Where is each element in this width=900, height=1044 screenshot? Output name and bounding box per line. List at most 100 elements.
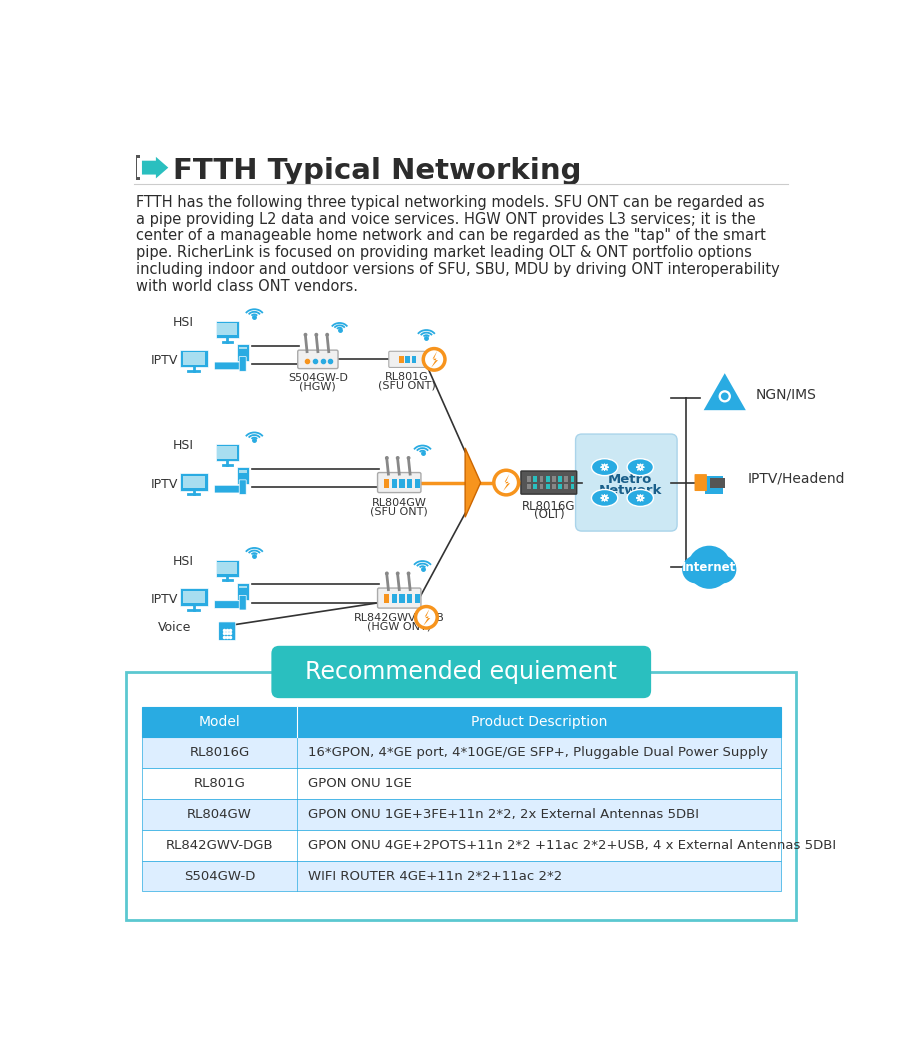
FancyBboxPatch shape	[142, 799, 780, 830]
Text: RL842GWV-DGB: RL842GWV-DGB	[166, 838, 274, 852]
FancyBboxPatch shape	[217, 324, 238, 335]
Circle shape	[407, 571, 410, 575]
Text: Recommended equiement: Recommended equiement	[305, 660, 617, 684]
Circle shape	[708, 555, 736, 584]
FancyBboxPatch shape	[216, 444, 239, 461]
FancyBboxPatch shape	[521, 471, 577, 494]
Text: IPTV: IPTV	[151, 477, 178, 491]
FancyBboxPatch shape	[126, 672, 796, 920]
Circle shape	[682, 555, 710, 584]
FancyBboxPatch shape	[411, 356, 417, 363]
Text: (OLT): (OLT)	[534, 508, 564, 521]
Ellipse shape	[591, 490, 617, 506]
Text: HSI: HSI	[173, 316, 194, 329]
FancyBboxPatch shape	[539, 484, 544, 490]
Text: RL804GW: RL804GW	[372, 498, 427, 508]
FancyBboxPatch shape	[576, 434, 677, 531]
FancyBboxPatch shape	[564, 476, 568, 481]
Text: (HGW): (HGW)	[300, 382, 337, 392]
FancyBboxPatch shape	[405, 356, 410, 363]
Text: pipe. RicherLink is focused on providing market leading OLT & ONT portfolio opti: pipe. RicherLink is focused on providing…	[136, 245, 751, 260]
FancyBboxPatch shape	[392, 479, 397, 488]
Text: Internet: Internet	[682, 561, 736, 574]
FancyBboxPatch shape	[237, 583, 249, 599]
FancyBboxPatch shape	[415, 479, 420, 488]
Text: RL801G: RL801G	[194, 777, 246, 790]
Text: Model: Model	[199, 715, 240, 729]
Text: GPON ONU 1GE: GPON ONU 1GE	[308, 777, 411, 790]
FancyBboxPatch shape	[552, 484, 556, 490]
FancyBboxPatch shape	[710, 477, 725, 488]
FancyBboxPatch shape	[383, 594, 389, 603]
Text: S504GW-D: S504GW-D	[184, 870, 255, 882]
FancyBboxPatch shape	[527, 484, 531, 490]
Circle shape	[688, 546, 731, 589]
FancyBboxPatch shape	[389, 351, 425, 367]
FancyBboxPatch shape	[539, 476, 544, 481]
FancyBboxPatch shape	[142, 768, 780, 799]
Circle shape	[325, 333, 329, 336]
FancyBboxPatch shape	[217, 447, 238, 458]
Polygon shape	[142, 157, 168, 179]
Circle shape	[423, 349, 445, 371]
FancyBboxPatch shape	[183, 353, 204, 364]
Text: HSI: HSI	[173, 554, 194, 568]
FancyBboxPatch shape	[238, 586, 247, 588]
Text: Network: Network	[598, 483, 662, 497]
FancyBboxPatch shape	[407, 594, 412, 603]
FancyBboxPatch shape	[183, 591, 204, 603]
Circle shape	[494, 470, 518, 495]
Text: including indoor and outdoor versions of SFU, SBU, MDU by driving ONT interopera: including indoor and outdoor versions of…	[136, 262, 779, 278]
FancyBboxPatch shape	[298, 350, 338, 369]
Text: center of a manageable home network and can be regarded as the "tap" of the smar: center of a manageable home network and …	[136, 229, 766, 243]
FancyBboxPatch shape	[695, 474, 707, 491]
FancyBboxPatch shape	[183, 476, 204, 488]
FancyBboxPatch shape	[272, 646, 651, 698]
Circle shape	[385, 571, 389, 575]
FancyBboxPatch shape	[142, 737, 780, 768]
FancyBboxPatch shape	[378, 588, 421, 608]
FancyBboxPatch shape	[239, 480, 247, 495]
FancyBboxPatch shape	[571, 476, 574, 481]
Ellipse shape	[627, 458, 653, 476]
Polygon shape	[706, 476, 724, 494]
Circle shape	[396, 571, 400, 575]
Circle shape	[705, 550, 726, 571]
FancyBboxPatch shape	[571, 484, 574, 490]
FancyBboxPatch shape	[142, 707, 780, 737]
Text: RL804GW: RL804GW	[187, 808, 252, 821]
FancyBboxPatch shape	[552, 476, 556, 481]
Polygon shape	[136, 156, 140, 180]
FancyBboxPatch shape	[142, 830, 780, 860]
Ellipse shape	[627, 490, 653, 506]
Text: FTTH Typical Networking: FTTH Typical Networking	[173, 157, 581, 185]
Text: HSI: HSI	[173, 440, 194, 452]
FancyBboxPatch shape	[217, 562, 238, 574]
FancyBboxPatch shape	[219, 622, 236, 640]
FancyBboxPatch shape	[558, 476, 562, 481]
Text: IPTV/Headend: IPTV/Headend	[748, 472, 845, 485]
FancyBboxPatch shape	[214, 600, 240, 609]
Text: (SFU ONT): (SFU ONT)	[378, 380, 436, 390]
FancyBboxPatch shape	[407, 479, 412, 488]
Text: RL8016G: RL8016G	[189, 746, 249, 759]
FancyBboxPatch shape	[564, 484, 568, 490]
Polygon shape	[704, 373, 746, 410]
Text: RL842GWV-DGB: RL842GWV-DGB	[354, 614, 445, 623]
FancyBboxPatch shape	[179, 350, 208, 367]
Text: Voice: Voice	[158, 621, 191, 634]
FancyBboxPatch shape	[216, 321, 239, 338]
Text: GPON ONU 4GE+2POTS+11n 2*2 +11ac 2*2+USB, 4 x External Antennas 5DBI: GPON ONU 4GE+2POTS+11n 2*2 +11ac 2*2+USB…	[308, 838, 836, 852]
FancyBboxPatch shape	[179, 473, 208, 491]
FancyBboxPatch shape	[534, 476, 537, 481]
FancyBboxPatch shape	[400, 594, 405, 603]
Text: NGN/IMS: NGN/IMS	[756, 387, 816, 401]
Text: Product Description: Product Description	[471, 715, 607, 729]
FancyBboxPatch shape	[238, 347, 247, 350]
Circle shape	[385, 456, 389, 459]
FancyBboxPatch shape	[237, 467, 249, 484]
Polygon shape	[423, 609, 430, 625]
Text: 16*GPON, 4*GE port, 4*10GE/GE SFP+, Pluggable Dual Power Supply: 16*GPON, 4*GE port, 4*10GE/GE SFP+, Plug…	[308, 746, 768, 759]
Circle shape	[416, 607, 437, 628]
FancyBboxPatch shape	[534, 484, 537, 490]
